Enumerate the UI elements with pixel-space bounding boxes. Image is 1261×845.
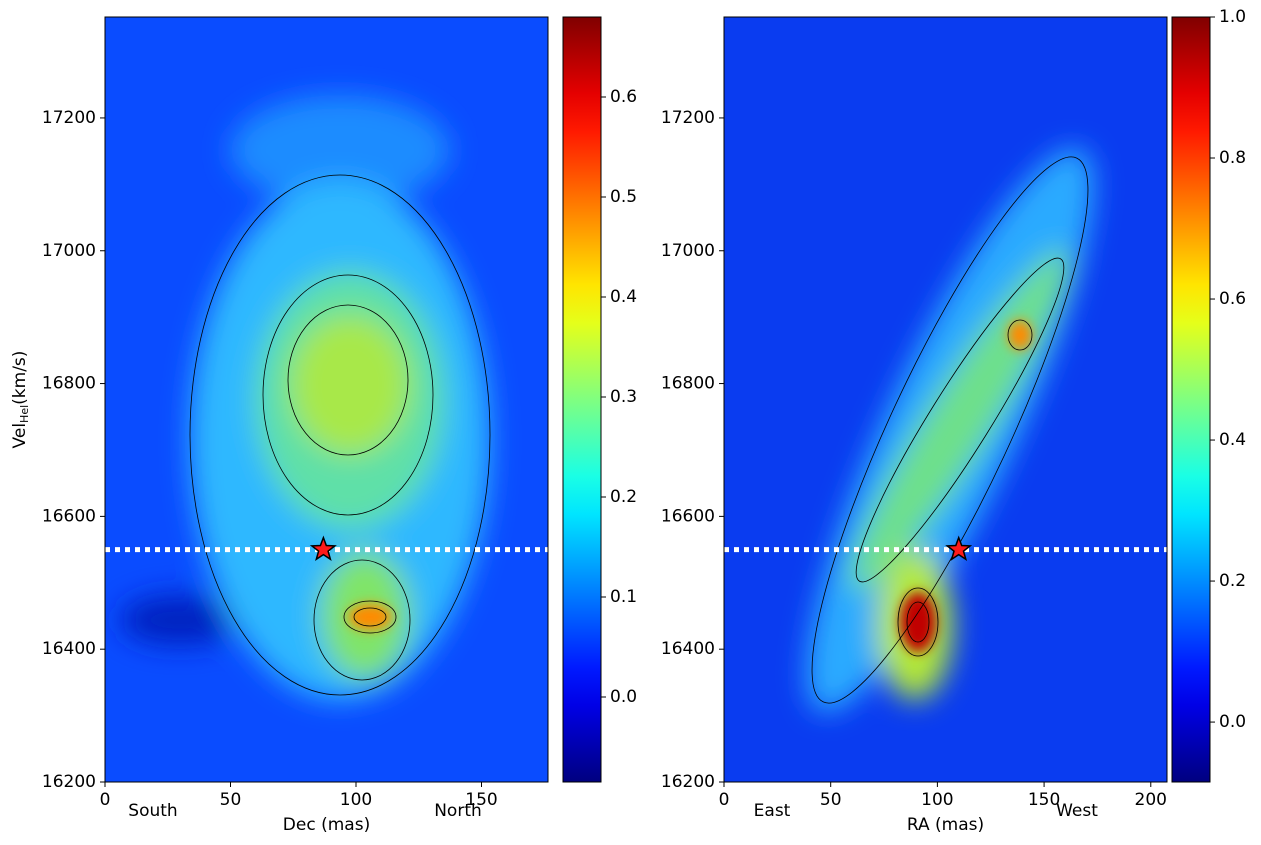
y-tick-label: 17200: [42, 108, 96, 128]
x-tick-label: 0: [100, 790, 111, 810]
heatmap-image: [105, 17, 548, 782]
y-tick-label: 16400: [42, 639, 96, 659]
x-tick-label: 100: [921, 790, 953, 810]
y-axis-label-main: Vel: [10, 423, 30, 449]
colorbar-tick-label: 0.2: [610, 487, 637, 507]
x-tick-label: 0: [719, 790, 730, 810]
x-axis-label: RA (mas): [907, 815, 984, 835]
colorbar: [562, 16, 602, 783]
colorbar-tick-label: 0.6: [610, 87, 637, 107]
y-axis-label-sub: Hel: [18, 405, 31, 423]
direction-label: South: [128, 801, 177, 821]
colorbar-tick-label: 0.1: [610, 587, 637, 607]
y-tick-label: 17000: [42, 241, 96, 261]
heatmap-image: [724, 17, 1167, 782]
y-tick-label: 16600: [661, 506, 715, 526]
x-tick-label: 150: [1028, 790, 1060, 810]
colorbar-tick-label: 1.0: [1219, 7, 1246, 27]
x-tick-label: 100: [340, 790, 372, 810]
colorbar-tick-label: 0.5: [610, 187, 637, 207]
marker-star: [309, 535, 337, 562]
y-axis-label: VelHel(km/s): [10, 351, 31, 449]
plot-frame: [104, 16, 549, 783]
plot-frame: [723, 16, 1168, 783]
colorbar-tick-label: 0.0: [1219, 712, 1246, 732]
y-tick-label: 17000: [661, 241, 715, 261]
y-tick-label: 16600: [42, 506, 96, 526]
colorbar: [1171, 16, 1211, 783]
colorbar-tick-label: 0.6: [1219, 289, 1246, 309]
direction-label: East: [754, 801, 791, 821]
y-tick-label: 16800: [42, 374, 96, 394]
y-tick-label: 17200: [661, 108, 715, 128]
y-tick-label: 16200: [42, 772, 96, 792]
marker-star: [945, 535, 973, 562]
colorbar-tick-label: 0.2: [1219, 571, 1246, 591]
colorbar-tick-label: 0.4: [1219, 430, 1246, 450]
y-tick-label: 16200: [661, 772, 715, 792]
colorbar-tick-label: 0.3: [610, 387, 637, 407]
x-tick-label: 50: [220, 790, 242, 810]
direction-label: West: [1056, 801, 1098, 821]
y-axis-label-unit: (km/s): [10, 351, 30, 405]
x-axis-label: Dec (mas): [283, 815, 370, 835]
x-tick-label: 200: [1135, 790, 1167, 810]
y-tick-label: 16800: [661, 374, 715, 394]
direction-label: North: [434, 801, 482, 821]
y-tick-label: 16400: [661, 639, 715, 659]
colorbar-tick-label: 0.4: [610, 287, 637, 307]
colorbar-tick-label: 0.8: [1219, 148, 1246, 168]
x-tick-label: 150: [465, 790, 497, 810]
colorbar-tick-label: 0.0: [610, 687, 637, 707]
x-tick-label: 50: [820, 790, 842, 810]
